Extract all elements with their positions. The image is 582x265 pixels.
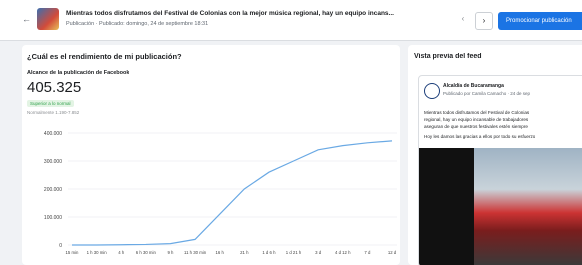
prev-button[interactable]: ‹ (456, 14, 470, 28)
x-tick-label: 1 d 21 h (286, 250, 302, 255)
x-tick-label: 15 min (66, 250, 80, 255)
y-tick-label: 100.000 (44, 215, 62, 221)
x-tick-label: 1 h 30 min (87, 250, 108, 255)
y-tick-label: 200.000 (44, 187, 62, 193)
normal-range: Normalmente 1.190-7.852 (27, 110, 79, 115)
post-line: aseguran de que nuestros festivales esté… (424, 123, 535, 130)
x-tick-label: 16 h (216, 250, 225, 255)
next-button[interactable]: › (475, 12, 493, 30)
insights-page: ← Mientras todos disfrutamos del Festiva… (0, 0, 582, 262)
x-tick-label: 9 h (167, 250, 174, 255)
post-line: Hoy les damos las gracias a ellos por to… (424, 133, 535, 140)
x-tick-label: 21 h (240, 250, 249, 255)
reach-chart: 0 100.000 200.000 300.000 400.000 15 min 1 h 3… (22, 120, 400, 262)
byline: Publicado por Camila Camacho · 24 de sep (443, 91, 530, 96)
header: ← Mientras todos disfrutamos del Festiva… (0, 0, 582, 41)
metric-value: 405.325 (27, 79, 81, 96)
page: Post insights { "header": { "title": "Mi… (0, 0, 582, 262)
promote-button[interactable]: Promocionar publicación (498, 12, 582, 30)
post-line: regional, hay un equipo incansable de tr… (424, 116, 535, 123)
post-card: Alcaldía de Bucaramanga Publicado por Ca… (418, 75, 582, 265)
x-tick-label: 12 d (388, 250, 397, 255)
post-thumbnail (37, 8, 59, 30)
page-name[interactable]: Alcaldía de Bucaramanga (443, 83, 504, 89)
feed-title: Vista previa del feed (414, 53, 482, 60)
post-text: Mientras todos disfrutamos del Festival … (424, 109, 535, 140)
x-tick-label: 4 h (118, 250, 125, 255)
performance-heading: ¿Cuál es el rendimiento de mi publicació… (27, 52, 182, 61)
y-tick-label: 300.000 (44, 159, 62, 165)
x-tick-label: 11 h 30 min (184, 250, 207, 255)
post-subtitle: Publicación · Publicado: domingo, 24 de … (66, 21, 366, 27)
metric-label: Alcance de la publicación de Facebook (27, 70, 129, 76)
x-tick-label: 3 d (315, 250, 322, 255)
y-tick-label: 400.000 (44, 131, 62, 137)
y-tick-label: 0 (59, 243, 62, 249)
x-tick-label: 4 d 12 h (335, 250, 351, 255)
reach-line (72, 141, 392, 245)
x-tick-label: 6 h 30 min (136, 250, 157, 255)
post-title: Mientras todos disfrutamos del Festival … (66, 10, 451, 17)
post-media (419, 148, 582, 265)
post-line: Mientras todos disfrutamos del Festival … (424, 109, 535, 116)
badge: Superior a lo normal (27, 100, 74, 107)
feed-panel: Vista previa del feed Alcaldía de Bucara… (408, 45, 582, 265)
x-tick-label: 7 d (364, 250, 371, 255)
x-tick-label: 1 d 6 h (262, 250, 276, 255)
back-arrow[interactable]: ← (22, 14, 31, 24)
page-avatar (424, 83, 440, 99)
media-photo (474, 148, 582, 265)
